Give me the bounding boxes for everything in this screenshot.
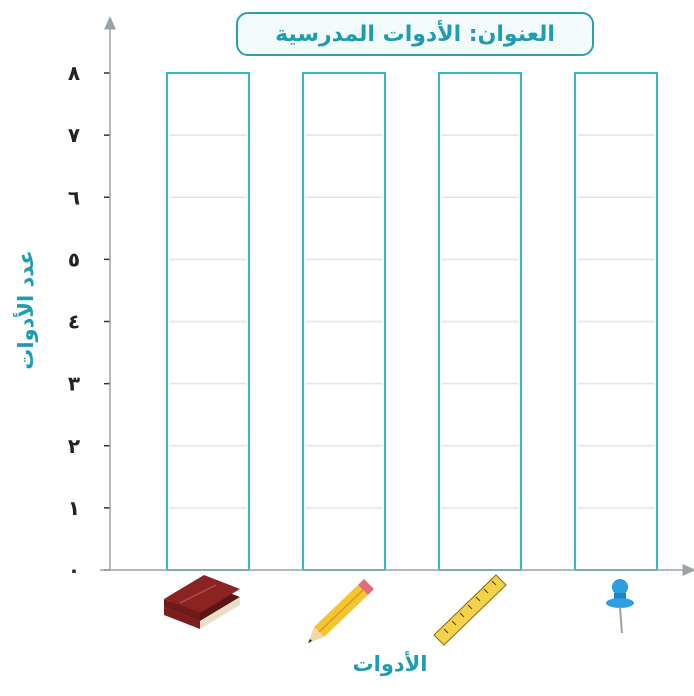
bar-frame-pushpin [574,72,658,571]
y-tick-label: ٣ [68,372,80,396]
x-axis-label: الأدوات [352,652,428,676]
y-tick-label: ٤ [68,310,80,334]
pushpin-icon [606,579,634,634]
bar-frame-book [166,72,250,571]
chart-title-box: العنوان: الأدوات المدرسية [236,12,594,56]
y-tick-label: ٧ [68,123,80,147]
book-icon [164,575,240,629]
y-tick-label: ٦ [68,185,80,209]
y-tick-label: ٨ [68,61,80,85]
bar-frame-ruler [438,72,522,571]
ruler-icon [433,574,507,646]
chart-title: العنوان: الأدوات المدرسية [275,22,555,47]
bars-layer [166,72,658,571]
pencil-icon [308,579,374,643]
y-tick-label: ١ [68,496,80,520]
bar-frame-pencil [302,72,386,571]
y-axis-label: عدد الأدوات [14,250,38,370]
y-ticks-layer: ٠ ١ ٢ ٣ ٤ ٥ ٦ ٧ ٨ [68,61,110,582]
y-tick-label: ٠ [68,558,80,582]
y-tick-label: ٥ [68,247,80,271]
y-tick-label: ٢ [68,434,80,458]
